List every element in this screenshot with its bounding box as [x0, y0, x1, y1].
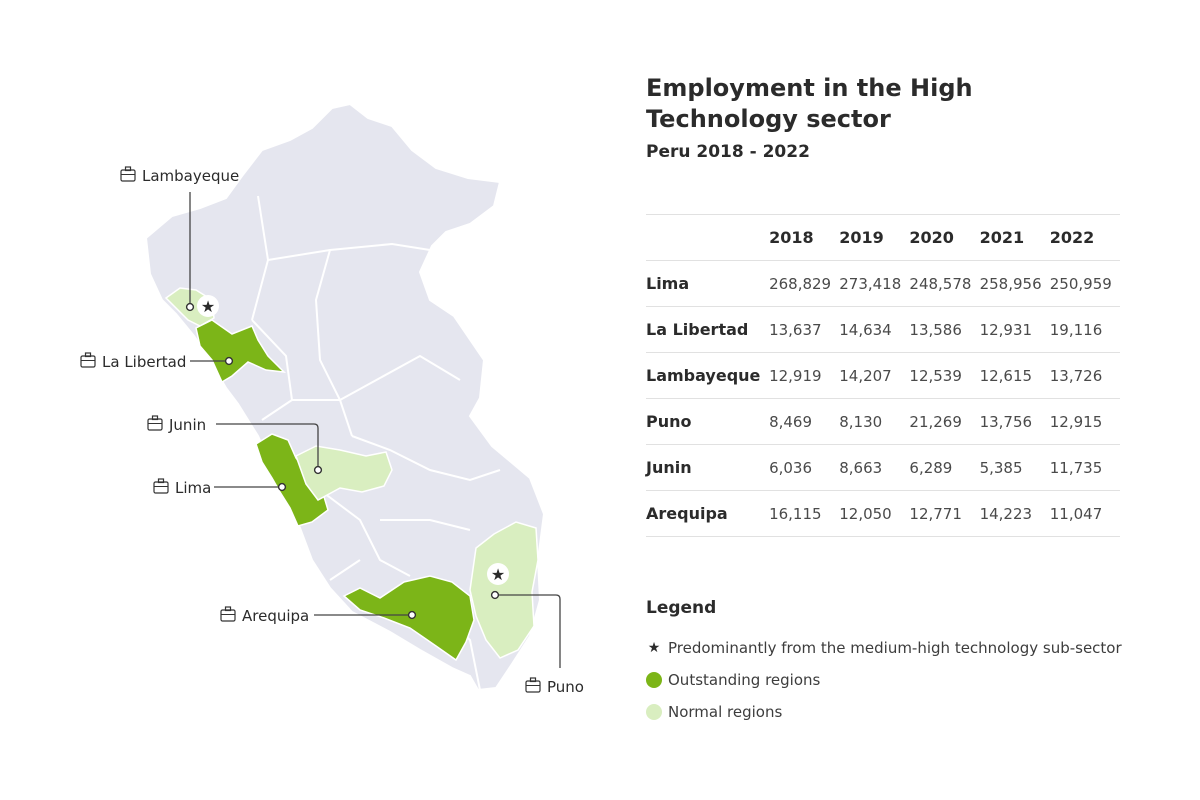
briefcase-icon [525, 677, 541, 693]
table-cell-region: Lambayeque [646, 352, 770, 399]
table-cell-region: Lima [646, 260, 770, 307]
table-cell-value: 14,634 [839, 306, 910, 353]
briefcase-icon [153, 478, 169, 494]
legend-item-star: ★ Predominantly from the medium-high tec… [646, 638, 1122, 658]
marker-dot-puno [490, 590, 500, 600]
label-puno: Puno [525, 677, 584, 696]
table-cell-value: 12,771 [909, 490, 980, 537]
table-cell-value: 14,207 [839, 352, 910, 399]
table-cell-value: 11,735 [1049, 444, 1120, 491]
leader-line-puno [497, 594, 561, 668]
region-puno[interactable] [469, 521, 539, 659]
svg-text:La Libertad: La Libertad [102, 353, 186, 371]
table-cell-value: 12,931 [979, 306, 1050, 353]
table-row: Puno 8,469 8,130 21,269 13,756 12,915 [646, 398, 1120, 445]
table-row: Arequipa 16,115 12,050 12,771 14,223 11,047 [646, 490, 1120, 537]
table-row: Lima 268,829 273,418 248,578 258,956 250,959 [646, 260, 1120, 307]
table-cell-value: 12,915 [1049, 398, 1120, 445]
table-cell-value: 13,726 [1049, 352, 1120, 399]
svg-text:Lima: Lima [175, 479, 211, 497]
region-arequipa[interactable] [342, 575, 475, 662]
table-header-year: 2018 [769, 214, 840, 261]
table-cell-value: 13,586 [909, 306, 980, 353]
label-arequipa: Arequipa [220, 606, 309, 625]
briefcase-icon [80, 352, 96, 368]
table-cell-value: 268,829 [769, 260, 840, 307]
table-cell-value: 6,289 [909, 444, 980, 491]
table-header-year: 2019 [839, 214, 910, 261]
table-header-year: 2022 [1049, 214, 1120, 261]
table-cell-value: 8,469 [769, 398, 840, 445]
table-cell-region: Arequipa [646, 490, 770, 537]
table-header-year: 2020 [909, 214, 980, 261]
table-header-region [646, 214, 770, 261]
briefcase-icon [147, 415, 163, 431]
table-cell-value: 12,615 [979, 352, 1050, 399]
table-cell-value: 5,385 [979, 444, 1050, 491]
table-cell-value: 12,919 [769, 352, 840, 399]
table-cell-value: 16,115 [769, 490, 840, 537]
chart-subtitle: Peru 2018 - 2022 [646, 142, 810, 162]
svg-text:Arequipa: Arequipa [242, 607, 309, 625]
region-lima[interactable] [255, 433, 329, 527]
employment-table: 2018 2019 2020 2021 2022 Lima 268,829 273,… [646, 214, 1120, 537]
chart-title: Employment in the High Technology sector [646, 74, 973, 133]
legend-item-normal: Normal regions [646, 702, 782, 722]
star-icon: ★ [647, 640, 661, 656]
leader-line-junin [216, 423, 319, 468]
table-cell-region: La Libertad [646, 306, 770, 353]
svg-text:Junin: Junin [168, 416, 206, 434]
normal-swatch-icon [646, 704, 662, 720]
table-cell-value: 12,539 [909, 352, 980, 399]
outstanding-swatch-icon [646, 672, 662, 688]
table-cell-value: 250,959 [1049, 260, 1120, 307]
table-cell-value: 14,223 [979, 490, 1050, 537]
svg-text:Puno: Puno [547, 678, 584, 696]
label-la-libertad: La Libertad [80, 352, 186, 371]
peru-map: ★ ★ Lambayeque La Libertad [80, 102, 584, 696]
briefcase-icon [120, 166, 136, 182]
marker-dot-arequipa [407, 610, 417, 620]
table-body: Lima 268,829 273,418 248,578 258,956 250,959 L… [646, 260, 1120, 537]
label-junin: Junin [147, 415, 206, 434]
table-cell-value: 19,116 [1049, 306, 1120, 353]
table-header-year: 2021 [979, 214, 1050, 261]
table-row: Junin 6,036 8,663 6,289 5,385 11,735 [646, 444, 1120, 491]
legend-label: Outstanding regions [668, 671, 821, 689]
table-cell-value: 13,756 [979, 398, 1050, 445]
marker-dot-lambayeque [185, 302, 195, 312]
star-marker-puno: ★ [487, 563, 509, 585]
marker-dot-junin [313, 465, 323, 475]
table-cell-value: 8,663 [839, 444, 910, 491]
table-cell-value: 258,956 [979, 260, 1050, 307]
label-lambayeque: Lambayeque [120, 166, 239, 185]
region-junin[interactable] [295, 445, 393, 501]
legend-label: Normal regions [668, 703, 783, 721]
briefcase-icon [220, 606, 236, 622]
marker-dot-la-libertad [224, 356, 234, 366]
svg-text:★: ★ [201, 297, 215, 316]
table-cell-value: 248,578 [909, 260, 980, 307]
table-row: Lambayeque 12,919 14,207 12,539 12,615 13,726 [646, 352, 1120, 399]
legend-title: Legend [646, 598, 717, 618]
marker-dot-lima [277, 482, 287, 492]
legend-item-outstanding: Outstanding regions [646, 670, 820, 690]
legend-label: Predominantly from the medium-high techn… [668, 639, 1122, 657]
table-cell-value: 12,050 [839, 490, 910, 537]
table-cell-value: 8,130 [839, 398, 910, 445]
table-header-row: 2018 2019 2020 2021 2022 [646, 214, 1120, 261]
table-cell-value: 6,036 [769, 444, 840, 491]
table-cell-value: 11,047 [1049, 490, 1120, 537]
table-cell-region: Puno [646, 398, 770, 445]
table-row: La Libertad 13,637 14,634 13,586 12,931 19,11… [646, 306, 1120, 353]
label-lima: Lima [153, 478, 211, 497]
svg-text:★: ★ [491, 565, 505, 584]
star-marker-lambayeque: ★ [197, 295, 219, 317]
table-cell-region: Junin [646, 444, 770, 491]
table-cell-value: 273,418 [839, 260, 910, 307]
region-la-libertad[interactable] [195, 319, 287, 384]
table-cell-value: 21,269 [909, 398, 980, 445]
svg-text:Lambayeque: Lambayeque [142, 167, 239, 185]
table-cell-value: 13,637 [769, 306, 840, 353]
